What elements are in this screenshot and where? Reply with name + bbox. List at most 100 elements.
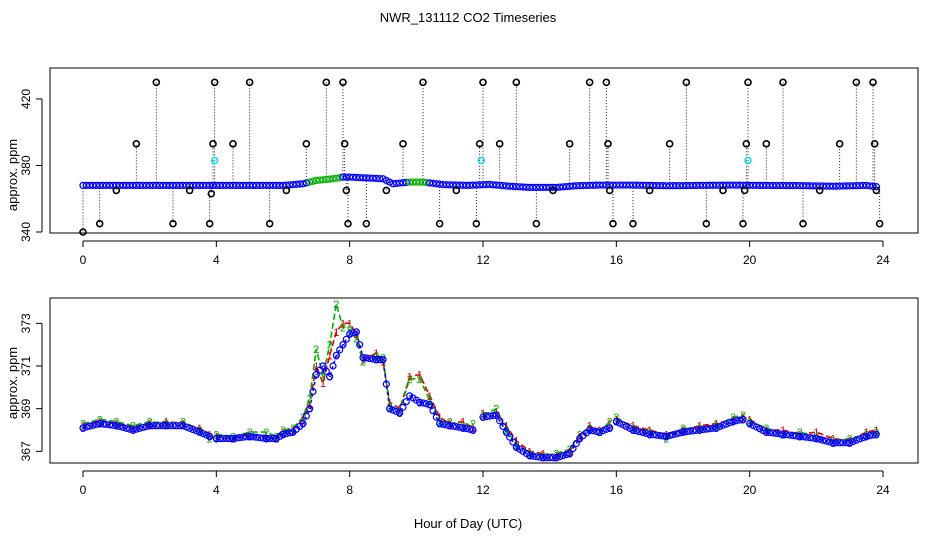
data-point [589,427,597,435]
series-2-marker: 2 [587,423,593,435]
flagged-point [645,186,654,195]
baseline-point [642,181,650,190]
baseline-point [512,183,520,191]
top-panel: 0 4 8 12 16 20 24 340 380 420 approx. ppm [5,67,919,267]
data-point [736,416,744,424]
data-point [866,432,874,440]
flagged-point [322,78,331,87]
baseline-point [92,181,100,190]
data-point [686,427,694,435]
baseline-point [762,181,770,190]
series-1-marker: 1 [347,318,353,330]
baseline-point [656,181,664,190]
baseline-point [856,181,864,190]
series-2-marker: 2 [327,340,333,352]
flagged-point [719,186,727,195]
flagged-point [282,186,291,195]
bottom-x-tick-label: 16 [610,483,624,497]
data-point [606,424,614,432]
flagged-point [382,186,391,195]
baseline-point [399,179,407,187]
data-point [162,422,170,430]
data-point [602,425,610,433]
baseline-point [736,181,744,189]
flagged-point [210,78,219,87]
baseline-point [496,181,504,189]
data-point [849,437,857,446]
baseline-point [446,181,454,189]
baseline-point [782,181,790,190]
series-2-marker: 2 [360,357,366,369]
data-point [562,450,570,459]
chart-title: NWR_131112 CO2 Timeseries [380,10,557,25]
data-point [529,452,537,460]
baseline-point [799,182,807,190]
data-point [302,412,310,420]
series-1-marker: 1 [460,416,466,428]
data-point [332,351,340,359]
baseline-point [162,181,170,190]
baseline-point [842,182,850,190]
data-point [462,424,470,433]
top-x-axis: 0 4 8 12 16 20 24 [80,240,890,267]
baseline-point [322,175,330,184]
series-3-marker: 3 [397,408,403,420]
baseline-point [686,181,694,190]
baseline-point [232,181,240,190]
baseline-point [129,181,137,190]
flagged-point [604,140,612,148]
data-point [656,431,664,440]
data-point [266,434,274,443]
data-point [156,422,164,430]
baseline-point [186,181,194,190]
baseline-point [106,181,114,190]
top-y-tick-label: 420 [19,89,33,109]
data-point [96,420,104,428]
baseline-point [516,183,524,191]
cyan-point [744,156,752,165]
baseline-point [112,181,120,190]
baseline-point [406,178,414,186]
baseline-point [79,181,87,190]
flagged-point [565,140,574,148]
baseline-point [612,181,620,189]
baseline-point [509,182,517,191]
baseline-point [426,179,434,187]
data-point [816,435,824,443]
baseline-point [149,181,157,190]
baseline-point [286,181,294,189]
data-point [716,422,724,431]
cyan-point [210,156,219,165]
data-point [629,426,637,434]
data-point [362,354,370,362]
data-point [822,437,830,445]
baseline-point [392,179,400,188]
baseline-point [796,181,804,190]
baseline-point [336,174,344,182]
data-point [819,436,827,444]
data-point [92,420,100,429]
baseline-point [789,181,797,190]
series-1-marker: 1 [577,431,583,443]
baseline-point [809,182,817,190]
series-2-marker: 2 [493,404,499,416]
baseline-point [609,181,617,189]
series-3-line [749,422,877,444]
baseline-point [746,181,754,189]
baseline-point [749,181,757,189]
bottom-y-tick-label: 367 [19,441,33,461]
data-point [872,430,880,438]
baseline-point [616,181,624,189]
series-3-marker: 3 [347,329,353,341]
baseline-point [639,181,647,189]
data-point [669,431,677,439]
data-point [109,421,117,429]
data-point [382,380,390,388]
data-point [126,425,134,433]
data-point [856,435,864,443]
flagged-point [815,186,824,195]
data-point [269,434,277,443]
baseline-point [142,181,150,190]
data-point [679,428,687,436]
baseline-point [589,181,597,189]
